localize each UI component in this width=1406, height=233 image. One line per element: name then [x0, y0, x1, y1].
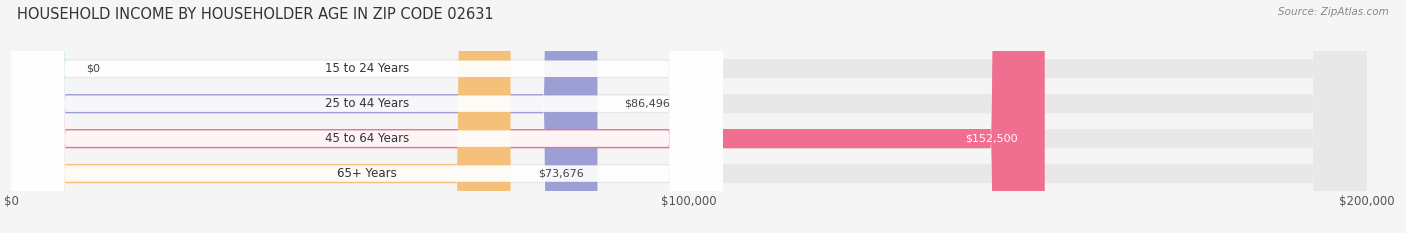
FancyBboxPatch shape	[11, 0, 1367, 233]
FancyBboxPatch shape	[11, 0, 598, 233]
Text: 15 to 24 Years: 15 to 24 Years	[325, 62, 409, 75]
FancyBboxPatch shape	[11, 0, 1367, 233]
FancyBboxPatch shape	[11, 0, 510, 233]
FancyBboxPatch shape	[11, 0, 723, 233]
Text: $152,500: $152,500	[965, 134, 1018, 144]
FancyBboxPatch shape	[11, 0, 723, 233]
Text: $73,676: $73,676	[537, 169, 583, 178]
FancyBboxPatch shape	[11, 0, 1367, 233]
FancyBboxPatch shape	[4, 0, 66, 233]
Text: HOUSEHOLD INCOME BY HOUSEHOLDER AGE IN ZIP CODE 02631: HOUSEHOLD INCOME BY HOUSEHOLDER AGE IN Z…	[17, 7, 494, 22]
Text: Source: ZipAtlas.com: Source: ZipAtlas.com	[1278, 7, 1389, 17]
FancyBboxPatch shape	[11, 0, 723, 233]
Text: 45 to 64 Years: 45 to 64 Years	[325, 132, 409, 145]
Text: $0: $0	[86, 64, 100, 74]
Text: 25 to 44 Years: 25 to 44 Years	[325, 97, 409, 110]
Text: $86,496: $86,496	[624, 99, 671, 109]
FancyBboxPatch shape	[11, 0, 723, 233]
Text: 65+ Years: 65+ Years	[337, 167, 396, 180]
FancyBboxPatch shape	[11, 0, 1367, 233]
FancyBboxPatch shape	[11, 0, 1045, 233]
